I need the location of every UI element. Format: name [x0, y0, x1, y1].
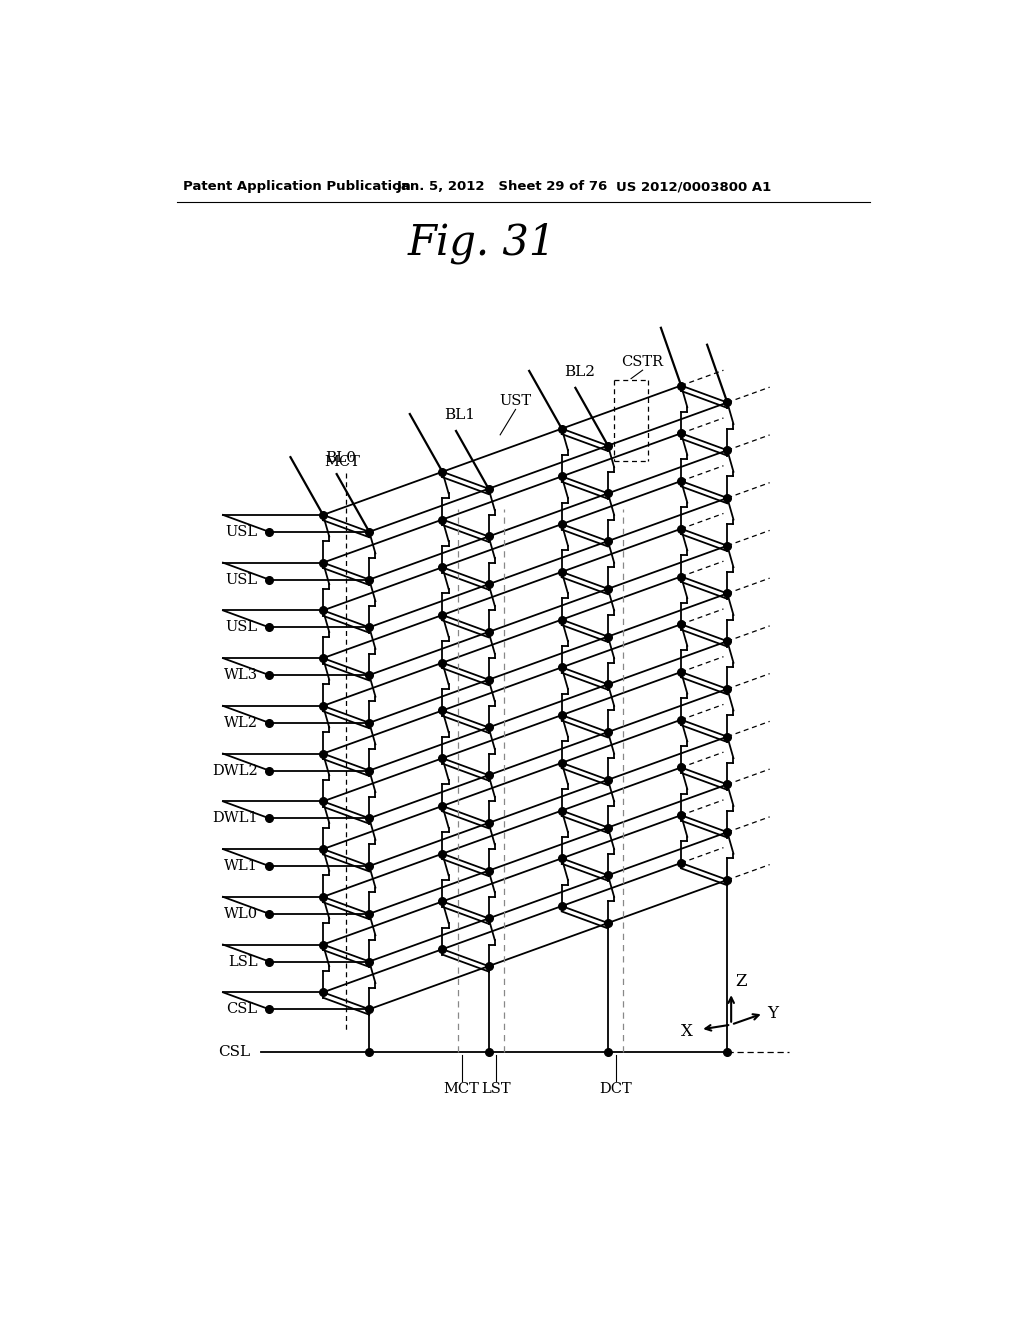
Text: DWL2: DWL2 — [212, 763, 258, 777]
Text: WL0: WL0 — [223, 907, 258, 921]
Text: MCT: MCT — [443, 1082, 479, 1097]
Text: UST: UST — [500, 393, 531, 408]
Text: WL1: WL1 — [223, 859, 258, 873]
Text: DWL1: DWL1 — [212, 812, 258, 825]
Text: X: X — [681, 1023, 692, 1040]
Text: BL0: BL0 — [325, 451, 356, 465]
Text: WL2: WL2 — [223, 715, 258, 730]
Text: DCT: DCT — [599, 1082, 632, 1097]
Text: Z: Z — [735, 973, 746, 990]
Text: Jan. 5, 2012   Sheet 29 of 76: Jan. 5, 2012 Sheet 29 of 76 — [396, 181, 607, 194]
Text: USL: USL — [225, 620, 258, 635]
Text: LST: LST — [481, 1082, 511, 1097]
Text: CSTR: CSTR — [622, 355, 664, 368]
Text: LSL: LSL — [228, 954, 258, 969]
Text: Fig. 31: Fig. 31 — [408, 222, 556, 264]
Text: MCT: MCT — [325, 454, 360, 469]
Text: CSL: CSL — [226, 1002, 258, 1016]
Text: WL3: WL3 — [223, 668, 258, 682]
Text: USL: USL — [225, 573, 258, 586]
Text: CSL: CSL — [218, 1044, 250, 1059]
Text: Y: Y — [767, 1005, 778, 1022]
Text: US 2012/0003800 A1: US 2012/0003800 A1 — [615, 181, 771, 194]
Text: USL: USL — [225, 525, 258, 539]
Text: BL1: BL1 — [444, 408, 475, 422]
Text: BL2: BL2 — [564, 364, 595, 379]
Text: Patent Application Publication: Patent Application Publication — [183, 181, 411, 194]
